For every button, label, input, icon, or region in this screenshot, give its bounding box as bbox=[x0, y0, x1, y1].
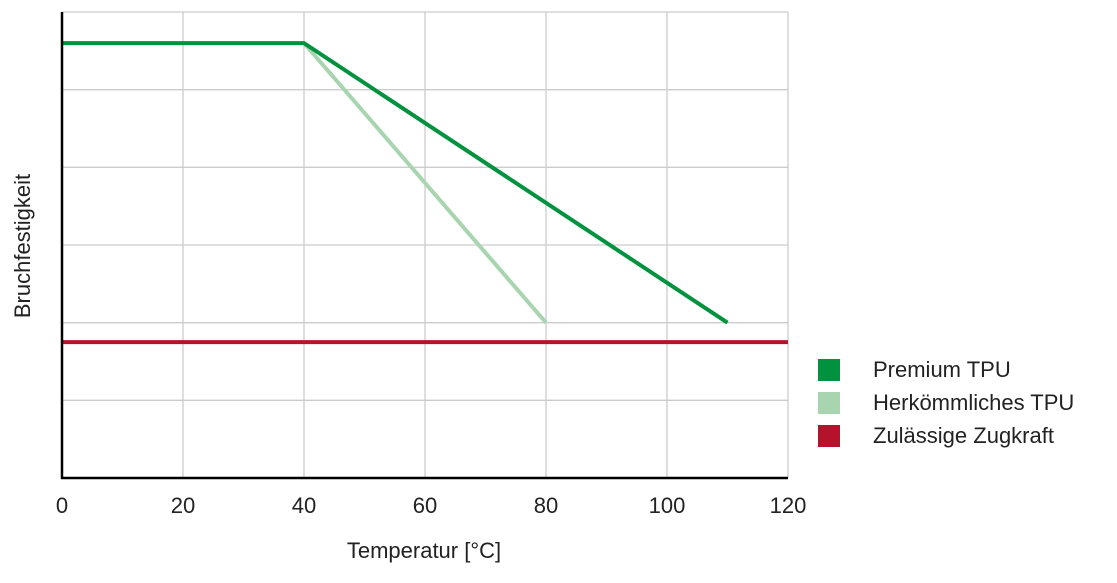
legend-item-herkoemmliches-tpu: Herkömmliches TPU bbox=[818, 386, 1074, 419]
x-tick-label: 60 bbox=[413, 493, 437, 518]
grid bbox=[62, 11, 789, 478]
x-tick-label: 80 bbox=[534, 493, 558, 518]
x-tick-label: 40 bbox=[292, 493, 316, 518]
legend-swatch-herkoemmliches-tpu bbox=[818, 391, 840, 414]
legend: Premium TPU Herkömmliches TPU Zulässige … bbox=[818, 353, 1074, 452]
legend-item-premium-tpu: Premium TPU bbox=[818, 353, 1074, 386]
x-tick-labels: 0 20 40 60 80 100 120 bbox=[56, 493, 806, 518]
series-line-herk-mmliches-tpu bbox=[302, 41, 548, 325]
x-tick-label: 100 bbox=[649, 493, 686, 518]
legend-label: Zulässige Zugkraft bbox=[873, 422, 1054, 448]
x-tick-label: 0 bbox=[56, 493, 68, 518]
x-tick-label: 120 bbox=[770, 493, 807, 518]
series-lines bbox=[62, 41, 788, 345]
y-axis-title: Bruchfestigkeit bbox=[10, 174, 35, 318]
series-line-premium-tpu bbox=[62, 41, 729, 325]
legend-swatch-zulaessige-zugkraft bbox=[818, 424, 840, 447]
axes bbox=[60, 12, 788, 480]
legend-swatch-premium-tpu bbox=[818, 358, 840, 381]
legend-label: Herkömmliches TPU bbox=[873, 389, 1075, 415]
x-tick-label: 20 bbox=[171, 493, 195, 518]
x-axis-title: Temperatur [°C] bbox=[347, 538, 501, 563]
legend-label: Premium TPU bbox=[873, 356, 1011, 382]
legend-item-zulaessige-zugkraft: Zulässige Zugkraft bbox=[818, 419, 1074, 452]
